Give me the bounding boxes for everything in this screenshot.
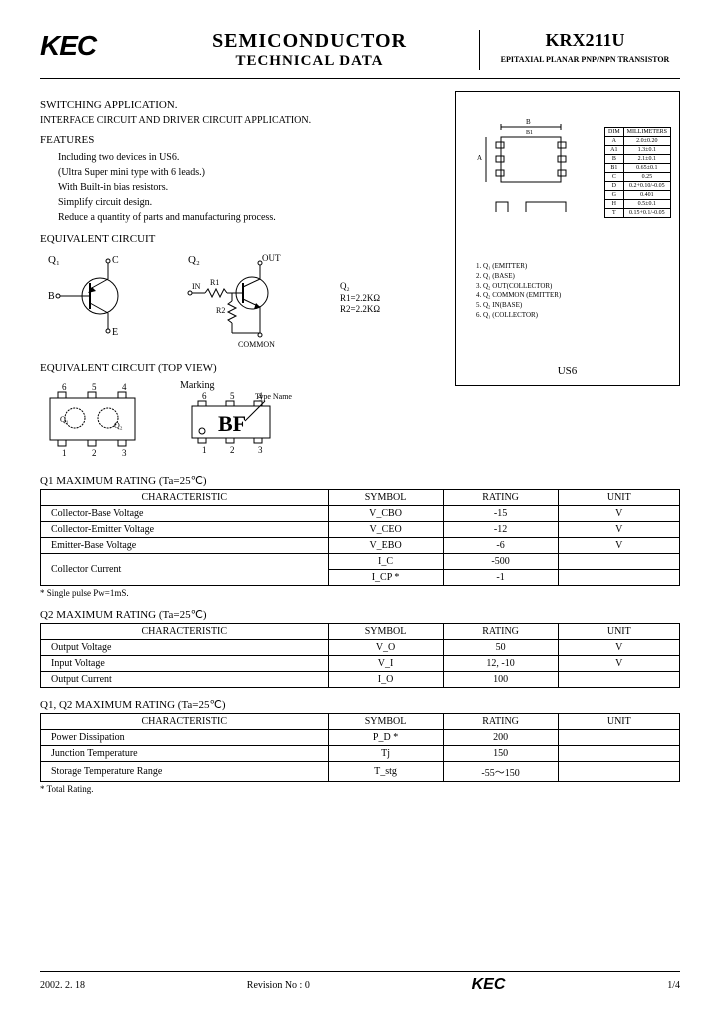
footer-date: 2002. 2. 18	[40, 980, 85, 991]
pin-item: 6. Q₁ (COLLECTOR)	[476, 311, 561, 321]
application-sub: INTERFACE CIRCUIT AND DRIVER CIRCUIT APP…	[40, 115, 445, 126]
svg-text:Q₂: Q₂	[188, 254, 200, 266]
q1-footnote: * Single pulse Pw=1mS.	[40, 588, 680, 598]
package-pin-list: 1. Q₁ (EMITTER) 2. Q₁ (BASE) 3. Q₂ OUT(C…	[476, 262, 561, 321]
svg-text:A: A	[477, 154, 482, 162]
svg-text:B: B	[526, 118, 531, 126]
svg-text:COMMON: COMMON	[238, 340, 275, 349]
svg-text:3: 3	[122, 448, 127, 458]
q1-circuit: Q₁ B C E	[40, 251, 160, 344]
svg-text:Q₂: Q₂	[114, 421, 123, 430]
svg-text:1: 1	[62, 448, 67, 458]
svg-text:5: 5	[92, 382, 97, 392]
svg-text:4: 4	[122, 382, 127, 392]
subtitle: EPITAXIAL PLANAR PNP/NPN TRANSISTOR	[490, 55, 680, 64]
package-box: B B1 A G DIMMILLIMETERS A2.0±0.20 A11.3±…	[455, 91, 680, 386]
pin-item: 4. Q₂ COMMON (EMITTER)	[476, 291, 561, 301]
pin-item: 2. Q₁ (BASE)	[476, 272, 561, 282]
marking-svg: Type Name 654 BF 123	[180, 391, 300, 461]
svg-text:IN: IN	[192, 282, 201, 291]
svg-text:BF: BF	[218, 411, 246, 436]
application-title: SWITCHING APPLICATION.	[40, 99, 445, 111]
feature-item: With Built-in bias resistors.	[58, 180, 445, 195]
pin-item: 5. Q₂ IN(BASE)	[476, 301, 561, 311]
feature-item: Including two devices in US6.	[58, 150, 445, 165]
title-technical-data: TECHNICAL DATA	[150, 53, 469, 70]
svg-text:Q₁: Q₁	[60, 415, 69, 424]
dim-hdr: DIM	[604, 128, 623, 137]
left-column: SWITCHING APPLICATION. INTERFACE CIRCUIT…	[40, 91, 445, 464]
package-drawing: B B1 A G	[471, 112, 591, 212]
right-column: B B1 A G DIMMILLIMETERS A2.0±0.20 A11.3±…	[455, 91, 680, 464]
svg-text:3: 3	[258, 445, 263, 455]
main-area: SWITCHING APPLICATION. INTERFACE CIRCUIT…	[40, 91, 680, 464]
svg-text:R2: R2	[216, 306, 225, 315]
feature-item: Reduce a quantity of parts and manufactu…	[58, 210, 445, 225]
svg-text:2: 2	[230, 445, 235, 455]
footer-logo: KEC	[472, 976, 506, 994]
svg-text:6: 6	[202, 391, 207, 401]
svg-text:5: 5	[230, 391, 235, 401]
features-title: FEATURES	[40, 134, 445, 146]
footer-page: 1/4	[667, 980, 680, 991]
header-middle: SEMICONDUCTOR TECHNICAL DATA	[150, 30, 480, 70]
equiv-circuit-row: Q₁ B C E	[40, 251, 445, 354]
svg-text:OUT: OUT	[262, 253, 281, 263]
svg-text:B: B	[48, 291, 55, 302]
svg-text:1: 1	[202, 445, 207, 455]
equiv-circuit-title: EQUIVALENT CIRCUIT	[40, 233, 445, 245]
q1-rating-table: CHARACTERISTIC SYMBOL RATING UNIT Collec…	[40, 489, 680, 586]
marking-label: Marking	[180, 380, 300, 391]
q2-rating-table: CHARACTERISTIC SYMBOL RATING UNIT Output…	[40, 623, 680, 688]
pin-item: 1. Q₁ (EMITTER)	[476, 262, 561, 272]
footer: 2002. 2. 18 Revision No : 0 KEC 1/4	[40, 971, 680, 994]
pin-item: 3. Q₂ OUT(COLLECTOR)	[476, 282, 561, 292]
q12-footnote: * Total Rating.	[40, 784, 680, 794]
svg-text:B1: B1	[526, 130, 533, 136]
svg-text:4: 4	[258, 391, 263, 401]
topview-row: 654 Q₁ Q₂ 123 Marking Type Name	[40, 380, 445, 464]
feature-item: (Ultra Super mini type with 6 leads.)	[58, 165, 445, 180]
q2-resistor-values: Q₂R1=2.2KΩR2=2.2KΩ	[340, 281, 380, 316]
logo: KEC	[40, 30, 150, 62]
topview-circuit-svg: 6 5 4 Q₁ Q₂ 1 2 3	[40, 380, 160, 460]
q2-circuit: Q₂ OUT COMMON IN	[180, 251, 320, 354]
q12-table-title: Q1, Q2 MAXIMUM RATING (Ta=25℃)	[40, 698, 680, 711]
features-list: Including two devices in US6. (Ultra Sup…	[40, 150, 445, 225]
package-name: US6	[456, 365, 679, 377]
feature-item: Simplify circuit design.	[58, 195, 445, 210]
header-right: KRX211U EPITAXIAL PLANAR PNP/NPN TRANSIS…	[480, 30, 680, 64]
dimension-table: DIMMILLIMETERS A2.0±0.20 A11.3±0.1 B2.1±…	[604, 127, 671, 218]
q2-svg: Q₂ OUT COMMON IN	[180, 251, 320, 351]
q1-svg: Q₁ B C E	[40, 251, 160, 341]
footer-revision: Revision No : 0	[247, 980, 310, 991]
marking-block: Marking Type Name 654 BF 123	[180, 380, 300, 464]
svg-text:6: 6	[62, 382, 67, 392]
q2-table-title: Q2 MAXIMUM RATING (Ta=25℃)	[40, 608, 680, 621]
svg-text:C: C	[112, 255, 119, 266]
svg-text:2: 2	[92, 448, 97, 458]
svg-text:R1: R1	[210, 278, 219, 287]
topview-title: EQUIVALENT CIRCUIT (TOP VIEW)	[40, 362, 445, 374]
title-semiconductor: SEMICONDUCTOR	[150, 30, 469, 53]
q1-table-title: Q1 MAXIMUM RATING (Ta=25℃)	[40, 474, 680, 487]
header: KEC SEMICONDUCTOR TECHNICAL DATA KRX211U…	[40, 30, 680, 79]
svg-text:E: E	[112, 327, 118, 338]
q12-rating-table: CHARACTERISTIC SYMBOL RATING UNIT Power …	[40, 713, 680, 782]
dim-hdr: MILLIMETERS	[623, 128, 670, 137]
svg-text:Q₁: Q₁	[48, 254, 60, 266]
part-number: KRX211U	[490, 30, 680, 51]
